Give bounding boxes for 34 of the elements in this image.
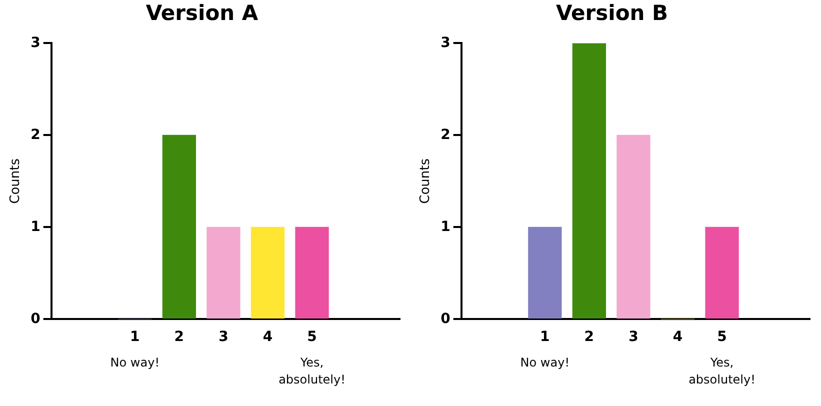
chart-title: Version A [146, 1, 259, 26]
bar [206, 226, 240, 319]
bar [295, 226, 329, 319]
chart-title: Version B [556, 1, 668, 26]
x-tick-label: 3 [628, 329, 638, 346]
y-tick-label: 0 [440, 310, 451, 327]
y-tick-label: 1 [440, 218, 450, 235]
y-tick-label: 3 [30, 34, 40, 51]
x-tick-label: 2 [174, 329, 184, 346]
y-tick-label: 2 [30, 126, 40, 143]
bar [705, 226, 739, 319]
x-tick-label: 4 [262, 329, 273, 346]
y-axis-title: Counts [418, 158, 434, 204]
x-tick-label: 1 [130, 329, 140, 346]
x-tick-label: 4 [672, 329, 683, 346]
y-tick-label: 1 [30, 218, 40, 235]
bar [572, 43, 606, 319]
bar [162, 134, 196, 319]
text: Yes, absolutely! [278, 355, 346, 386]
y-tick-label: 0 [30, 310, 41, 327]
bar [250, 226, 285, 319]
bar [616, 134, 650, 319]
y-axis-title: Counts [8, 158, 24, 204]
x-tick-label: 5 [717, 329, 727, 346]
text: Yes, absolutely! [688, 355, 756, 386]
x-tick-label: 3 [218, 329, 228, 346]
x-tick-label: 5 [307, 329, 317, 346]
y-tick-label: 2 [440, 126, 450, 143]
text: No way! [110, 355, 160, 370]
y-tick-label: 3 [440, 34, 450, 51]
text: No way! [520, 355, 570, 370]
bar [528, 226, 562, 319]
x-tick-label: 2 [584, 329, 594, 346]
x-tick-label: 1 [540, 329, 550, 346]
